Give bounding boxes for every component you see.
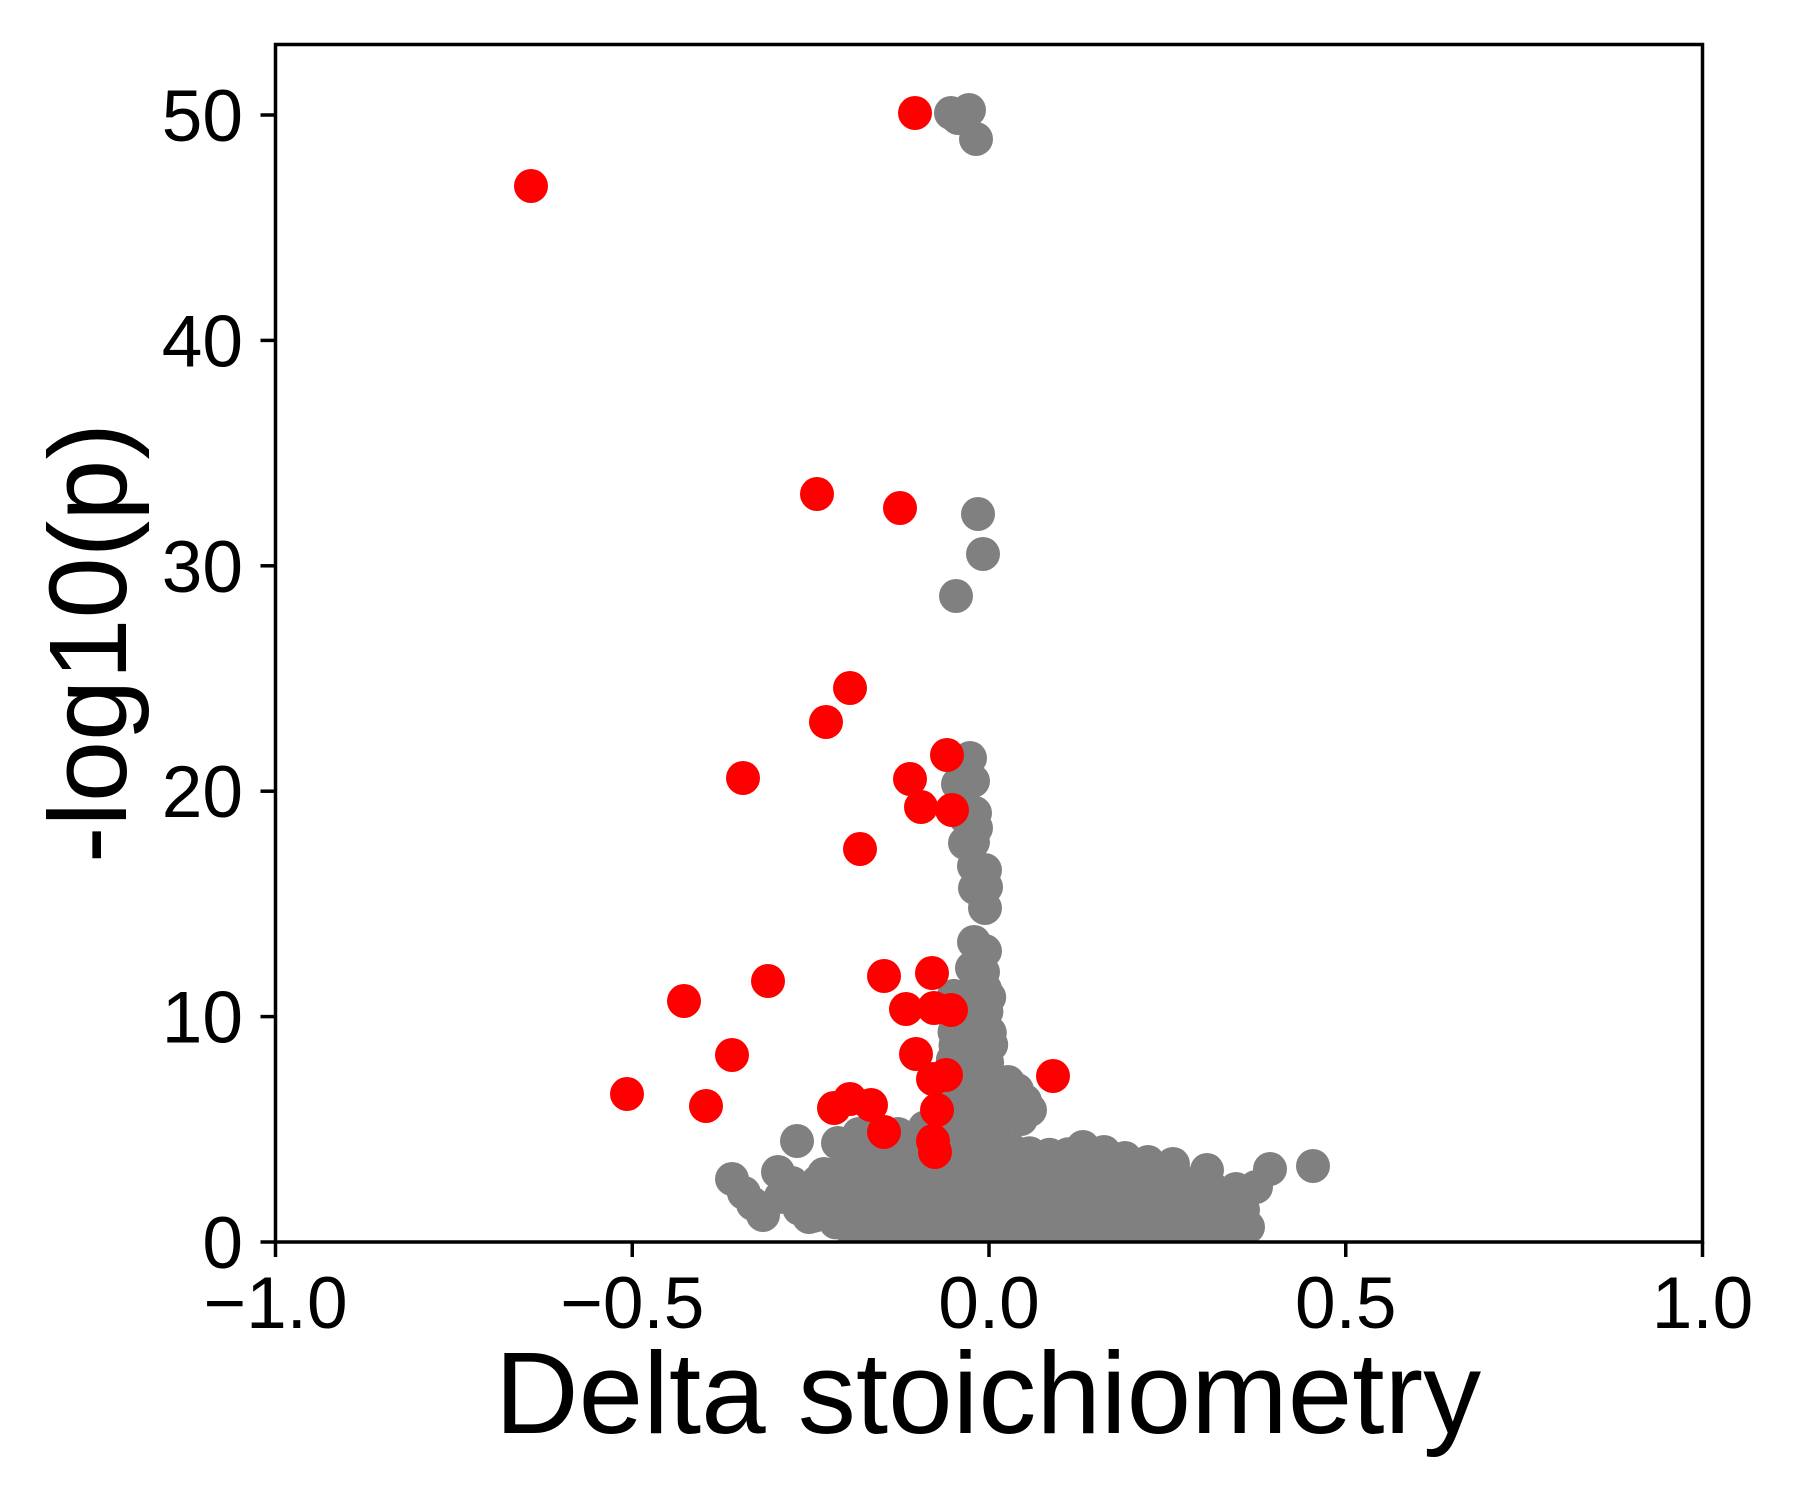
svg-text:30: 30 (162, 527, 243, 608)
svg-text:10: 10 (162, 978, 243, 1059)
svg-text:−0.5: −0.5 (560, 1263, 704, 1344)
svg-text:0.0: 0.0 (938, 1263, 1039, 1344)
svg-text:-log10(p): -log10(p) (27, 423, 150, 863)
svg-text:−1.0: −1.0 (203, 1263, 347, 1344)
svg-text:40: 40 (162, 301, 243, 382)
svg-text:20: 20 (162, 752, 243, 833)
svg-text:0: 0 (202, 1203, 243, 1284)
svg-text:1.0: 1.0 (1652, 1263, 1753, 1344)
svg-text:50: 50 (162, 76, 243, 157)
svg-text:Delta stoichiometry: Delta stoichiometry (495, 1328, 1481, 1458)
svg-text:0.5: 0.5 (1295, 1263, 1396, 1344)
